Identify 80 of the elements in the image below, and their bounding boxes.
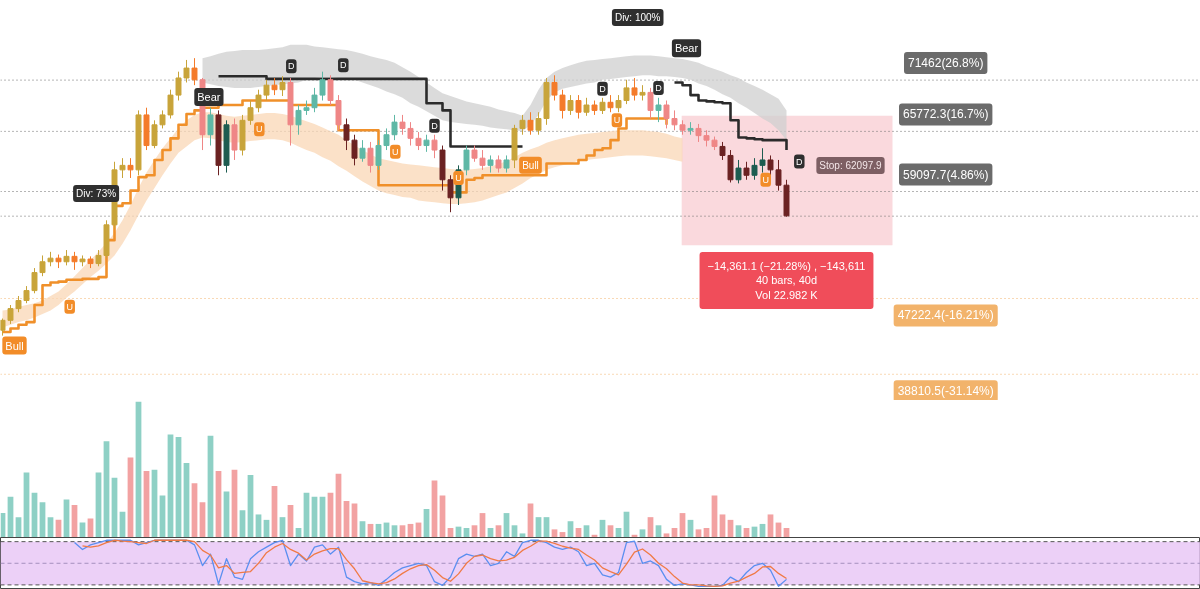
candlestick: [447, 174, 454, 213]
text: D: [796, 156, 804, 167]
candlestick: [759, 147, 766, 174]
candlestick: [647, 87, 654, 120]
text: Stop: 62097.9: [819, 160, 883, 171]
candlestick: [551, 74, 558, 101]
bar: [551, 529, 558, 537]
candlestick: [119, 157, 126, 179]
candlestick: [127, 157, 134, 179]
annotation: D: [655, 82, 663, 93]
candlestick: [567, 94, 574, 116]
candlestick: [351, 134, 358, 166]
bar: [663, 533, 670, 537]
annotation: −14,361.1 (−21.28%) , −143,611 40 bars, 40d Vol 22.982 K: [707, 260, 866, 301]
candlestick: [183, 59, 190, 83]
candlestick: [343, 118, 350, 151]
candlestick: [279, 75, 286, 97]
annotation: U: [392, 146, 399, 157]
bar: [495, 525, 502, 537]
candlestick: [743, 161, 750, 181]
candlestick: [431, 134, 438, 159]
bar: [511, 525, 518, 537]
annotation: D: [431, 120, 439, 131]
candlestick: [767, 154, 774, 176]
candlestick: [319, 71, 326, 101]
bar: [391, 525, 398, 537]
candlestick: [631, 77, 638, 101]
candlestick: [575, 94, 582, 120]
candlestick: [255, 89, 262, 113]
candlestick: [159, 109, 166, 129]
annotation: Bull: [522, 159, 539, 171]
annotation: D: [288, 61, 296, 72]
bar: [655, 525, 662, 537]
bar: [607, 525, 614, 537]
candlestick: [367, 141, 374, 174]
annotation: U: [256, 124, 263, 135]
annotation: Div: 100%: [614, 12, 661, 23]
annotation: Bear: [197, 90, 221, 103]
ref-line-label: 59097.7(4.86%): [903, 167, 989, 182]
bar: [471, 525, 478, 537]
candlestick: [415, 131, 422, 151]
candlestick: [191, 57, 198, 86]
ref-line-label: 71462(26.8%): [908, 56, 984, 71]
bar: [583, 525, 590, 537]
annotation: U: [66, 301, 73, 312]
candlestick: [71, 251, 78, 271]
candlestick: [391, 114, 398, 141]
candlestick: [167, 89, 174, 120]
candlestick: [151, 119, 158, 149]
candlestick: [207, 107, 214, 147]
candlestick: [247, 100, 254, 126]
candlestick: [655, 97, 662, 123]
ref-line-label: 47222.4(-16.21%): [897, 308, 994, 323]
annotation: Bull: [5, 339, 24, 352]
candlestick: [263, 79, 270, 101]
candlestick: [751, 157, 758, 181]
annotation: U: [762, 174, 769, 185]
bar: [735, 525, 742, 537]
candlestick: [559, 89, 566, 120]
bar: [639, 529, 646, 537]
bar: [399, 525, 406, 537]
candlestick: [311, 87, 318, 113]
annotation: U: [613, 115, 621, 126]
candlestick: [463, 145, 470, 176]
candlestick: [527, 111, 534, 136]
candlestick: [479, 149, 486, 171]
annotation: U: [455, 172, 462, 183]
candlestick: [359, 139, 366, 163]
candlestick: [775, 159, 782, 192]
candlestick: [735, 159, 742, 184]
bar: [519, 533, 526, 537]
annotation: Div: 73%: [76, 188, 117, 199]
ref-line-label: 38810.5(-31.14%): [897, 384, 994, 399]
candlestick: [583, 97, 590, 117]
ref-line-label: 65772.3(16.7%): [903, 107, 989, 122]
annotation: D: [340, 60, 348, 71]
annotation: Bear: [674, 42, 699, 55]
annotation: D: [599, 83, 607, 94]
candlestick: [175, 71, 182, 101]
bar: [695, 529, 702, 537]
